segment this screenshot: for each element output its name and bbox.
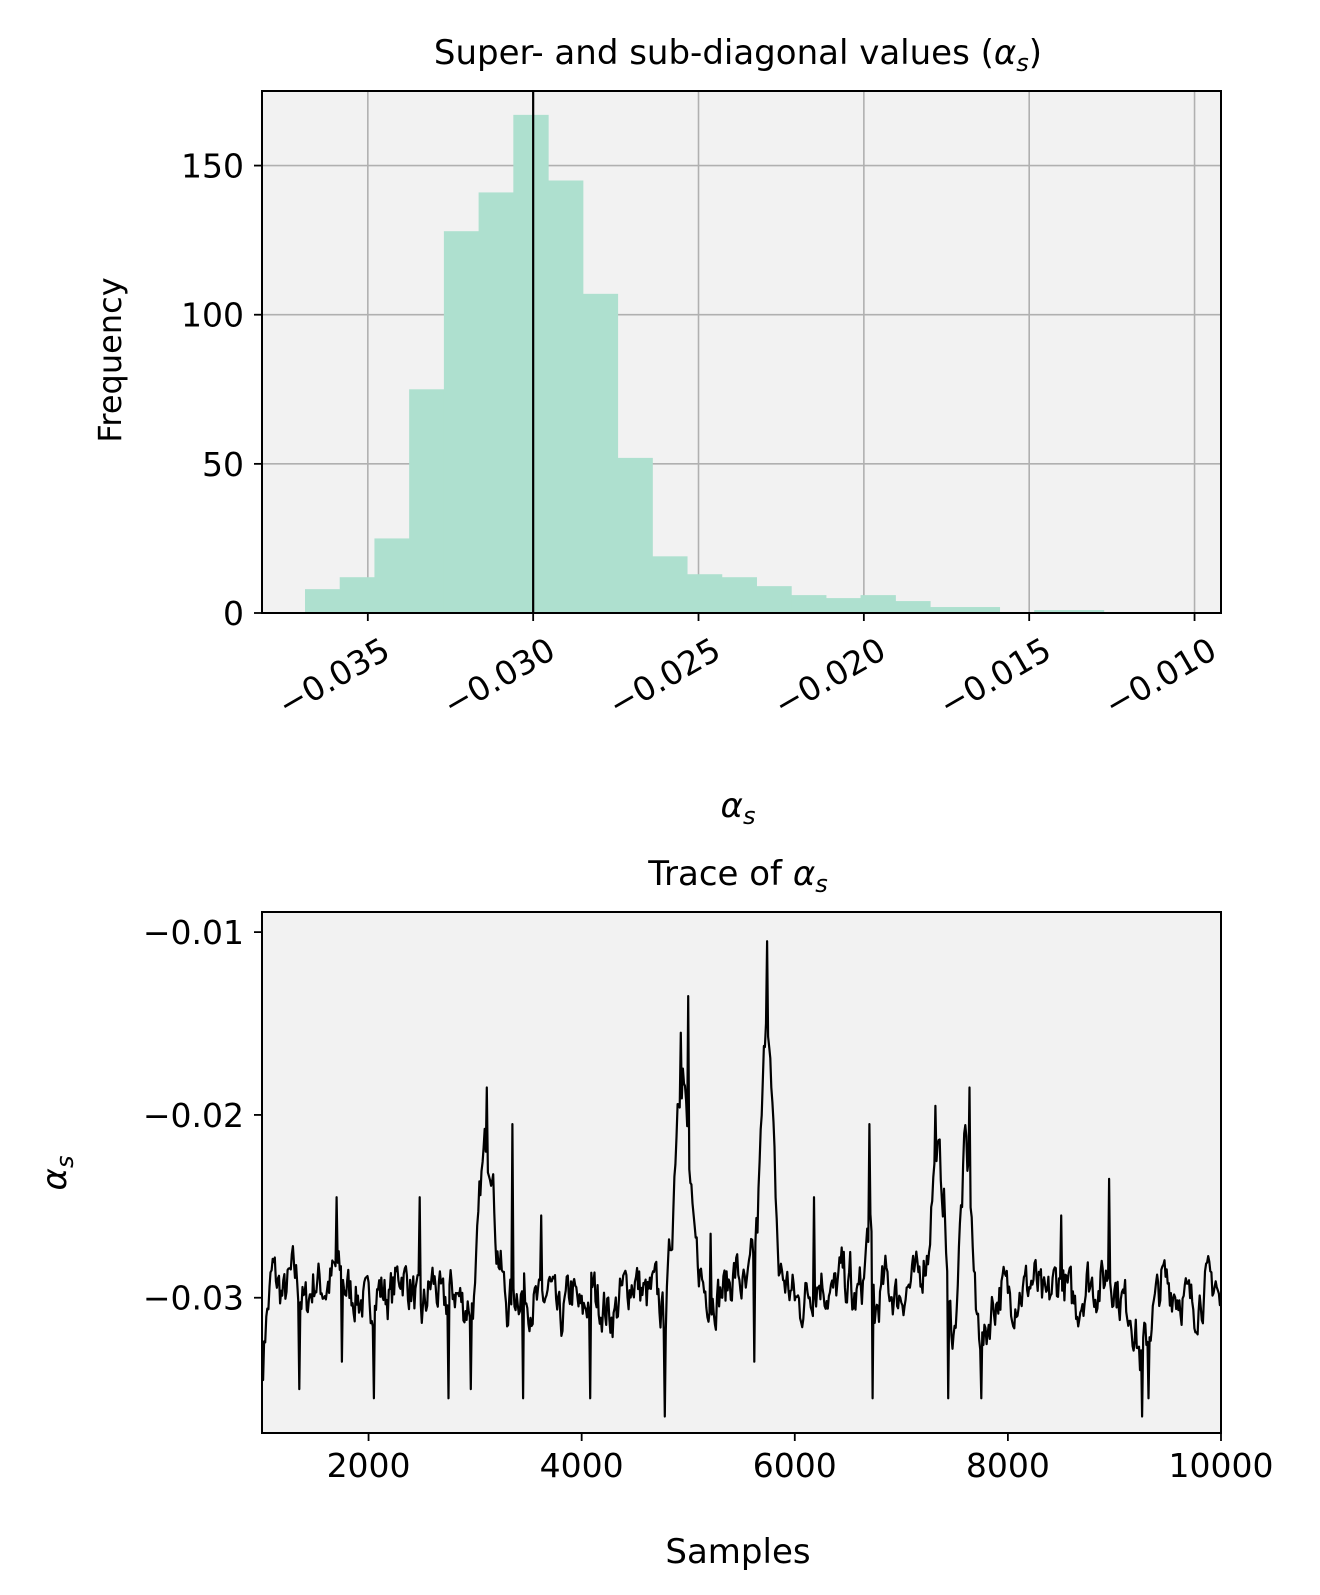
histogram-bar	[1034, 610, 1070, 613]
histogram-bar	[409, 389, 445, 613]
trace-x-tick-label: 10000	[1169, 1446, 1274, 1485]
histogram-y-axis-label: Frequency	[91, 277, 129, 442]
trace-plot-area	[262, 912, 1221, 1433]
histogram-bar	[374, 538, 410, 613]
hist-x-tick-label: −0.035	[271, 630, 396, 725]
trace-series-line	[260, 940, 1222, 1418]
histogram-bar	[652, 556, 688, 613]
histogram-chart: Super- and sub-diagonal values (αs) −0.0…	[91, 33, 1223, 830]
hist-x-tick-label: −0.020	[767, 630, 892, 725]
histogram-bar	[791, 595, 827, 613]
histogram-bar	[617, 457, 653, 613]
trace-frame	[261, 911, 1222, 1434]
trace-x-tick-label: 4000	[540, 1446, 624, 1485]
histogram-bar	[513, 114, 549, 613]
histogram-bar	[895, 601, 931, 613]
histogram-y-ticks: 0 50 100 150	[181, 147, 262, 633]
histogram-frame	[261, 90, 1222, 614]
hist-x-tick-label: −0.030	[436, 630, 561, 725]
histogram-bar	[548, 180, 584, 613]
histogram-bar	[860, 595, 896, 613]
histogram-bar	[582, 293, 619, 613]
hist-y-tick-label: 0	[223, 594, 244, 633]
trace-chart: Trace of αs 2000 4000 6000 8000 10000 −0.03−…	[35, 854, 1273, 1572]
histogram-x-axis-label: αs	[721, 786, 756, 830]
histogram-bar	[721, 577, 757, 613]
trace-x-tick-label: 8000	[966, 1446, 1050, 1485]
trace-y-tick-label: −0.02	[143, 1096, 244, 1135]
histogram-bar	[929, 607, 966, 613]
histogram-bar	[686, 574, 723, 613]
hist-y-tick-label: 150	[181, 147, 244, 186]
histogram-bar	[304, 589, 341, 613]
histogram-plot-area	[262, 91, 1221, 613]
histogram-bar	[964, 607, 1001, 613]
trace-x-tick-label: 2000	[327, 1446, 411, 1485]
trace-x-tick-label: 6000	[753, 1446, 837, 1485]
hist-x-tick-label: −0.025	[602, 630, 727, 725]
histogram-bar	[339, 577, 376, 613]
histogram-bar	[443, 231, 480, 614]
trace-y-axis-label: αs	[35, 1156, 79, 1191]
hist-y-tick-label: 50	[202, 445, 244, 484]
hist-x-tick-label: −0.015	[932, 630, 1057, 725]
hist-x-tick-label: −0.010	[1098, 630, 1223, 725]
trace-y-tick-label: −0.01	[143, 913, 244, 952]
trace-x-axis-label: Samples	[665, 1532, 810, 1572]
trace-x-ticks: 2000 4000 6000 8000 10000	[327, 1433, 1274, 1485]
histogram-bar	[756, 586, 792, 613]
histogram-bar	[478, 192, 514, 613]
histogram-bar	[825, 598, 862, 613]
hist-y-tick-label: 100	[181, 296, 244, 335]
trace-title: Trace of αs	[647, 854, 828, 898]
histogram-title: Super- and sub-diagonal values (αs)	[434, 33, 1042, 77]
trace-y-tick-label: −0.03	[143, 1279, 244, 1318]
histogram-x-ticks: −0.035 −0.030 −0.025 −0.020 −0.015 −0.010	[271, 613, 1223, 724]
histogram-bar	[1068, 610, 1105, 613]
histogram-bars	[304, 114, 1105, 614]
trace-y-ticks: −0.03 −0.02 −0.01	[143, 913, 262, 1318]
